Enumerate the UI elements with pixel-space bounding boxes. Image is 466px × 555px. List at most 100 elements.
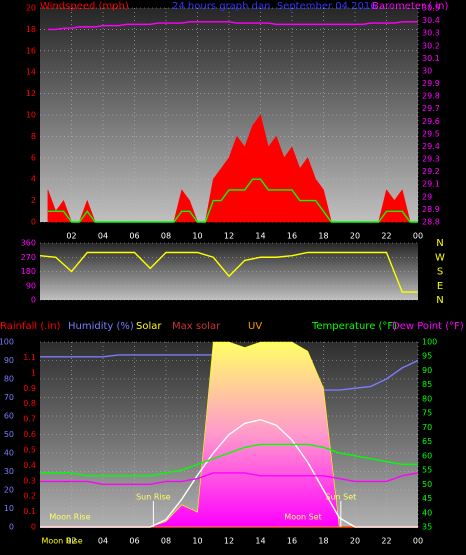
y-tick-label: 2 — [31, 196, 36, 205]
x-tick-label: 10 — [192, 537, 202, 546]
rain-tick-label: 1 — [31, 368, 36, 377]
y2-tick-label: 29.2 — [422, 167, 440, 176]
series-line — [40, 443, 418, 477]
x-tick-label: 14 — [255, 537, 265, 546]
y2-tick-label: 30.3 — [422, 29, 440, 38]
legend-label: Rainfall (.in) — [0, 321, 61, 332]
y2-tick-label: 29.9 — [422, 79, 440, 88]
x-tick-label: 02 — [66, 537, 76, 546]
y2-tick-label: 30.1 — [422, 54, 440, 63]
rain-tick-label: 0.3 — [23, 476, 36, 485]
x-tick-label: 04 — [98, 537, 108, 546]
y-tick-label: 0 — [31, 218, 36, 227]
series-line — [40, 418, 418, 528]
x-tick-label: 18 — [318, 232, 328, 241]
legend-label: Dew Point (°F) — [392, 321, 464, 332]
y2-tick-label: N — [436, 295, 443, 306]
y2-tick-label: 28.9 — [422, 205, 440, 214]
y2-tick-label: E — [437, 281, 443, 292]
x-tick-label: 12 — [224, 537, 234, 546]
rain-tick-label: 0.2 — [23, 492, 36, 501]
series-line — [39, 251, 418, 293]
y2-tick-label: N — [436, 238, 443, 249]
y2-tick-label: W — [435, 252, 445, 263]
rain-tick-label: 0.7 — [23, 415, 36, 424]
y2-tick-label: 90 — [422, 366, 432, 375]
y-tick-label: 100 — [0, 338, 14, 347]
y-tick-label: 40 — [4, 449, 14, 458]
x-tick-label: 12 — [224, 232, 234, 241]
x-tick-label: 22 — [381, 232, 391, 241]
y2-tick-label: 95 — [422, 352, 432, 361]
y-tick-label: 70 — [4, 393, 14, 402]
y-tick-label: 6 — [31, 153, 36, 162]
series-line — [47, 21, 418, 31]
y2-tick-label: 100 — [422, 338, 437, 347]
y2-tick-label: 45 — [422, 494, 432, 503]
series-line — [40, 472, 419, 486]
legend-label: Temperature (°F) — [311, 321, 397, 332]
y2-tick-label: 28.8 — [422, 218, 440, 227]
series-line — [47, 178, 418, 223]
y2-tick-label: 29.8 — [422, 92, 440, 101]
y2-tick-label: 29.7 — [422, 104, 440, 113]
x-tick-label: 16 — [287, 232, 297, 241]
y2-tick-label: 50 — [422, 480, 432, 489]
y2-tick-label: 29.4 — [422, 142, 440, 151]
x-tick-label: 00 — [413, 232, 423, 241]
rain-tick-label: 0 — [31, 523, 36, 532]
y2-tick-label: 30.2 — [422, 41, 440, 50]
y2-tick-label: 29 — [422, 192, 432, 201]
y2-tick-label: 30.5 — [422, 4, 440, 13]
legend-label: UV — [248, 321, 262, 332]
y2-tick-label: 70 — [422, 423, 432, 432]
x-tick-label: 04 — [98, 232, 108, 241]
y2-tick-label: 29.3 — [422, 155, 440, 164]
y-tick-label: 50 — [4, 430, 14, 439]
x-tick-label: 06 — [129, 232, 139, 241]
y-tick-label: 20 — [4, 486, 14, 495]
y2-tick-label: 65 — [422, 437, 432, 446]
y-tick-label: 4 — [31, 175, 36, 184]
y-tick-label: 80 — [4, 375, 14, 384]
rain-tick-label: 1.1 — [23, 353, 36, 362]
y2-tick-label: 80 — [422, 394, 432, 403]
y2-tick-label: 29.6 — [422, 117, 440, 126]
x-tick-label: 20 — [350, 232, 360, 241]
y-tick-label: 0 — [9, 523, 14, 532]
y-tick-label: 10 — [26, 111, 36, 120]
x-tick-label: 02 — [66, 232, 76, 241]
rain-tick-label: 0.8 — [23, 399, 36, 408]
y2-tick-label: 85 — [422, 380, 432, 389]
x-tick-label: 06 — [129, 537, 139, 546]
legend-label: Max solar — [172, 321, 221, 332]
y-tick-label: 30 — [4, 467, 14, 476]
y2-tick-label: 29.5 — [422, 129, 440, 138]
wind-axis-label: Windspeed (mph) — [40, 1, 129, 12]
x-tick-label: 00 — [413, 537, 423, 546]
y-tick-label: 60 — [4, 412, 14, 421]
rain-tick-label: 0.6 — [23, 430, 36, 439]
y2-tick-label: 75 — [422, 409, 432, 418]
y2-tick-label: 35 — [422, 523, 432, 532]
rain-tick-label: 0.5 — [23, 445, 36, 454]
x-tick-label: 10 — [192, 232, 202, 241]
legend-label: Humidity (%) — [68, 321, 134, 332]
barometer-axis-label: Barometer (.in) — [372, 1, 448, 12]
y2-tick-label: 40 — [422, 508, 432, 517]
y-tick-label: 270 — [21, 253, 36, 262]
y-tick-label: 8 — [31, 132, 36, 141]
x-tick-label: 08 — [161, 232, 171, 241]
rain-tick-label: 0.4 — [23, 461, 36, 470]
y2-tick-label: S — [437, 267, 443, 278]
y2-tick-label: 60 — [422, 451, 432, 460]
annotation: Sun Rise — [136, 493, 171, 502]
y-tick-label: 360 — [21, 239, 36, 248]
y-tick-label: 12 — [26, 89, 36, 98]
y-tick-label: 10 — [4, 504, 14, 513]
x-tick-label: 08 — [161, 537, 171, 546]
chart-title: 24 hours graph dan. September 04 2016 — [172, 1, 377, 12]
y-tick-label: 90 — [26, 281, 36, 290]
rain-tick-label: 0.9 — [23, 384, 36, 393]
